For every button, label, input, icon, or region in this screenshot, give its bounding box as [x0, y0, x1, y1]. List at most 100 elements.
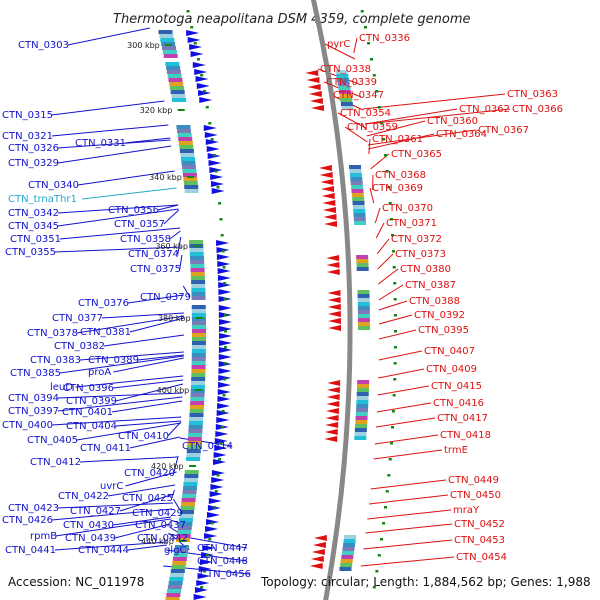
gene-label-left[interactable]: CTN_0356 [108, 205, 159, 216]
gene-label-right[interactable]: CTN_0361 [372, 134, 423, 145]
gene-label-right[interactable]: CTN_0380 [400, 264, 451, 275]
gene-label-right[interactable]: CTN_0370 [382, 203, 433, 214]
gene-label-left[interactable]: rpmB [30, 531, 57, 542]
gene-label-right[interactable]: mraY [453, 505, 480, 516]
gene-label-left[interactable]: CTN_0315 [2, 110, 53, 121]
gene-label-right[interactable]: CTN_0409 [426, 364, 477, 375]
gene-label-right[interactable]: CTN_0452 [454, 519, 505, 530]
gene-label-left[interactable]: CTN_0414 [182, 441, 233, 452]
gene-label-right[interactable]: CTN_0359 [347, 122, 398, 133]
gene-label-left[interactable]: CTN_0376 [78, 298, 129, 309]
gene-label-right[interactable]: CTN_0395 [418, 325, 469, 336]
gene-label-left[interactable]: CTN_0397 [8, 406, 59, 417]
gene-label-right[interactable]: CTN_0336 [359, 33, 410, 44]
gene-label-right[interactable]: CTN_0338 [320, 64, 371, 75]
gene-label-left[interactable]: CTN_0378 [27, 328, 78, 339]
gene-label-right[interactable]: CTN_0339 [326, 77, 377, 88]
gene-label-left[interactable]: CTN_0394 [8, 393, 59, 404]
gene-label-right[interactable]: CTN_0450 [450, 490, 501, 501]
gene-label-right[interactable]: CTN_0417 [437, 413, 488, 424]
gene-label-left[interactable]: CTN_0456 [200, 569, 251, 580]
gene-label-left[interactable]: CTN_0444 [78, 545, 129, 556]
gene-label-left[interactable]: CTN_0374 [128, 249, 179, 260]
gene-label-left[interactable]: CTN_0358 [120, 234, 171, 245]
reverse-gene-arrow [327, 380, 341, 386]
gene-label-left[interactable]: CTN_0423 [8, 503, 59, 514]
gene-label-right[interactable]: CTN_0449 [448, 475, 499, 486]
gene-label-left[interactable]: CTN_0439 [65, 533, 116, 544]
gene-label-right[interactable]: CTN_0373 [395, 249, 446, 260]
gene-label-left[interactable]: CTN_0400 [2, 420, 53, 431]
gene-label-left[interactable]: CTN_0326 [8, 143, 59, 154]
gene-label-left[interactable]: CTN_0426 [2, 515, 53, 526]
gene-label-left[interactable]: CTN_0375 [130, 264, 181, 275]
gene-label-left[interactable]: CTN_0357 [114, 219, 165, 230]
gene-label-left[interactable]: proA [88, 367, 111, 378]
gene-label-left[interactable]: CTN_0441 [5, 545, 56, 556]
gene-label-left[interactable]: CTN_0396 [63, 383, 114, 394]
gene-label-right[interactable]: CTN_0372 [391, 234, 442, 245]
gene-label-right[interactable]: CTN_0368 [375, 170, 426, 181]
gene-label-left[interactable]: CTN_0425 [122, 493, 173, 504]
gene-label-left[interactable]: CTN_0385 [10, 368, 61, 379]
gene-label-right[interactable]: CTN_0388 [409, 296, 460, 307]
gene-label-left[interactable]: CTN_0405 [27, 435, 78, 446]
gene-label-left[interactable]: CTN_0442 [137, 533, 188, 544]
gene-label-left[interactable]: CTN_0379 [140, 292, 191, 303]
gene-label-left[interactable]: CTN_0404 [66, 421, 117, 432]
gene-label-right[interactable]: CTN_0392 [414, 310, 465, 321]
gene-label-left[interactable]: CTN_0427 [70, 506, 121, 517]
gene-label-left[interactable]: CTN_0420 [124, 468, 175, 479]
gene-label-left[interactable]: CTN_0399 [66, 396, 117, 407]
right-leader-line [378, 300, 408, 311]
gene-label-left[interactable]: leuD [50, 382, 73, 393]
gene-label-left[interactable]: CTN_0351 [10, 234, 61, 245]
gene-label-right[interactable]: CTN_0367 [478, 125, 529, 136]
gene-label-left[interactable]: CTN_0410 [118, 431, 169, 442]
gene-label-left[interactable]: CTN_0401 [62, 407, 113, 418]
gene-label-left[interactable]: CTN_0321 [2, 131, 53, 142]
gene-label-right[interactable]: CTN_0354 [340, 108, 391, 119]
gene-label-right[interactable]: pyrC [327, 39, 350, 50]
gene-label-left[interactable]: CTN_0329 [8, 158, 59, 169]
gene-label-left[interactable]: CTN_0412 [30, 457, 81, 468]
gene-label-right[interactable]: CTN_0407 [424, 346, 475, 357]
gene-label-right[interactable]: CTN_0365 [391, 149, 442, 160]
gene-label-left[interactable]: CTN_0430 [63, 520, 114, 531]
gene-label-right[interactable]: CTN_0371 [386, 218, 437, 229]
gene-label-right[interactable]: CTN_0416 [433, 398, 484, 409]
gene-label-left[interactable]: CTN_0389 [88, 355, 139, 366]
gene-label-right[interactable]: CTN_0418 [440, 430, 491, 441]
gene-label-left[interactable]: CTN_0429 [132, 508, 183, 519]
gene-label-left[interactable]: uvrC [100, 481, 123, 492]
gene-label-left[interactable]: CTN_trnaThr1 [8, 194, 77, 205]
gene-label-left[interactable]: CTN_0340 [28, 180, 79, 191]
gene-label-right[interactable]: CTN_0454 [456, 552, 507, 563]
gene-label-left[interactable]: glgC [164, 545, 186, 556]
gene-label-right[interactable]: CTN_0364 [436, 129, 487, 140]
gene-label-right[interactable]: trmE [444, 445, 468, 456]
gene-label-left[interactable]: CTN_0422 [58, 491, 109, 502]
gene-label-left[interactable]: CTN_0345 [8, 221, 59, 232]
gene-label-right[interactable]: CTN_0363 [507, 89, 558, 100]
gene-label-right[interactable]: CTN_0387 [405, 280, 456, 291]
gene-label-right[interactable]: CTN_0415 [431, 381, 482, 392]
gene-label-right[interactable]: CTN_0369 [372, 183, 423, 194]
gene-label-right[interactable]: CTN_0366 [512, 104, 563, 115]
gene-label-left[interactable]: CTN_0303 [18, 40, 69, 51]
gene-label-left[interactable]: CTN_0355 [5, 247, 56, 258]
gene-label-left[interactable]: CTN_0448 [197, 556, 248, 567]
gene-label-left[interactable]: CTN_0447 [197, 543, 248, 554]
gene-label-left[interactable]: CTN_0437 [135, 520, 186, 531]
gene-label-left[interactable]: CTN_0382 [54, 341, 105, 352]
gene-label-left[interactable]: CTN_0342 [8, 208, 59, 219]
gene-label-left[interactable]: CTN_0377 [52, 313, 103, 324]
gene-label-right[interactable]: CTN_0360 [427, 116, 478, 127]
gene-label-right[interactable]: CTN_0453 [454, 535, 505, 546]
gene-label-right[interactable]: CTN_0362 [459, 104, 510, 115]
gene-label-left[interactable]: CTN_0381 [80, 327, 131, 338]
gene-label-left[interactable]: CTN_0331 [75, 138, 126, 149]
gene-label-left[interactable]: CTN_0383 [30, 355, 81, 366]
gene-label-right[interactable]: CTN_0347 [333, 90, 384, 101]
gene-label-left[interactable]: CTN_0411 [80, 443, 131, 454]
